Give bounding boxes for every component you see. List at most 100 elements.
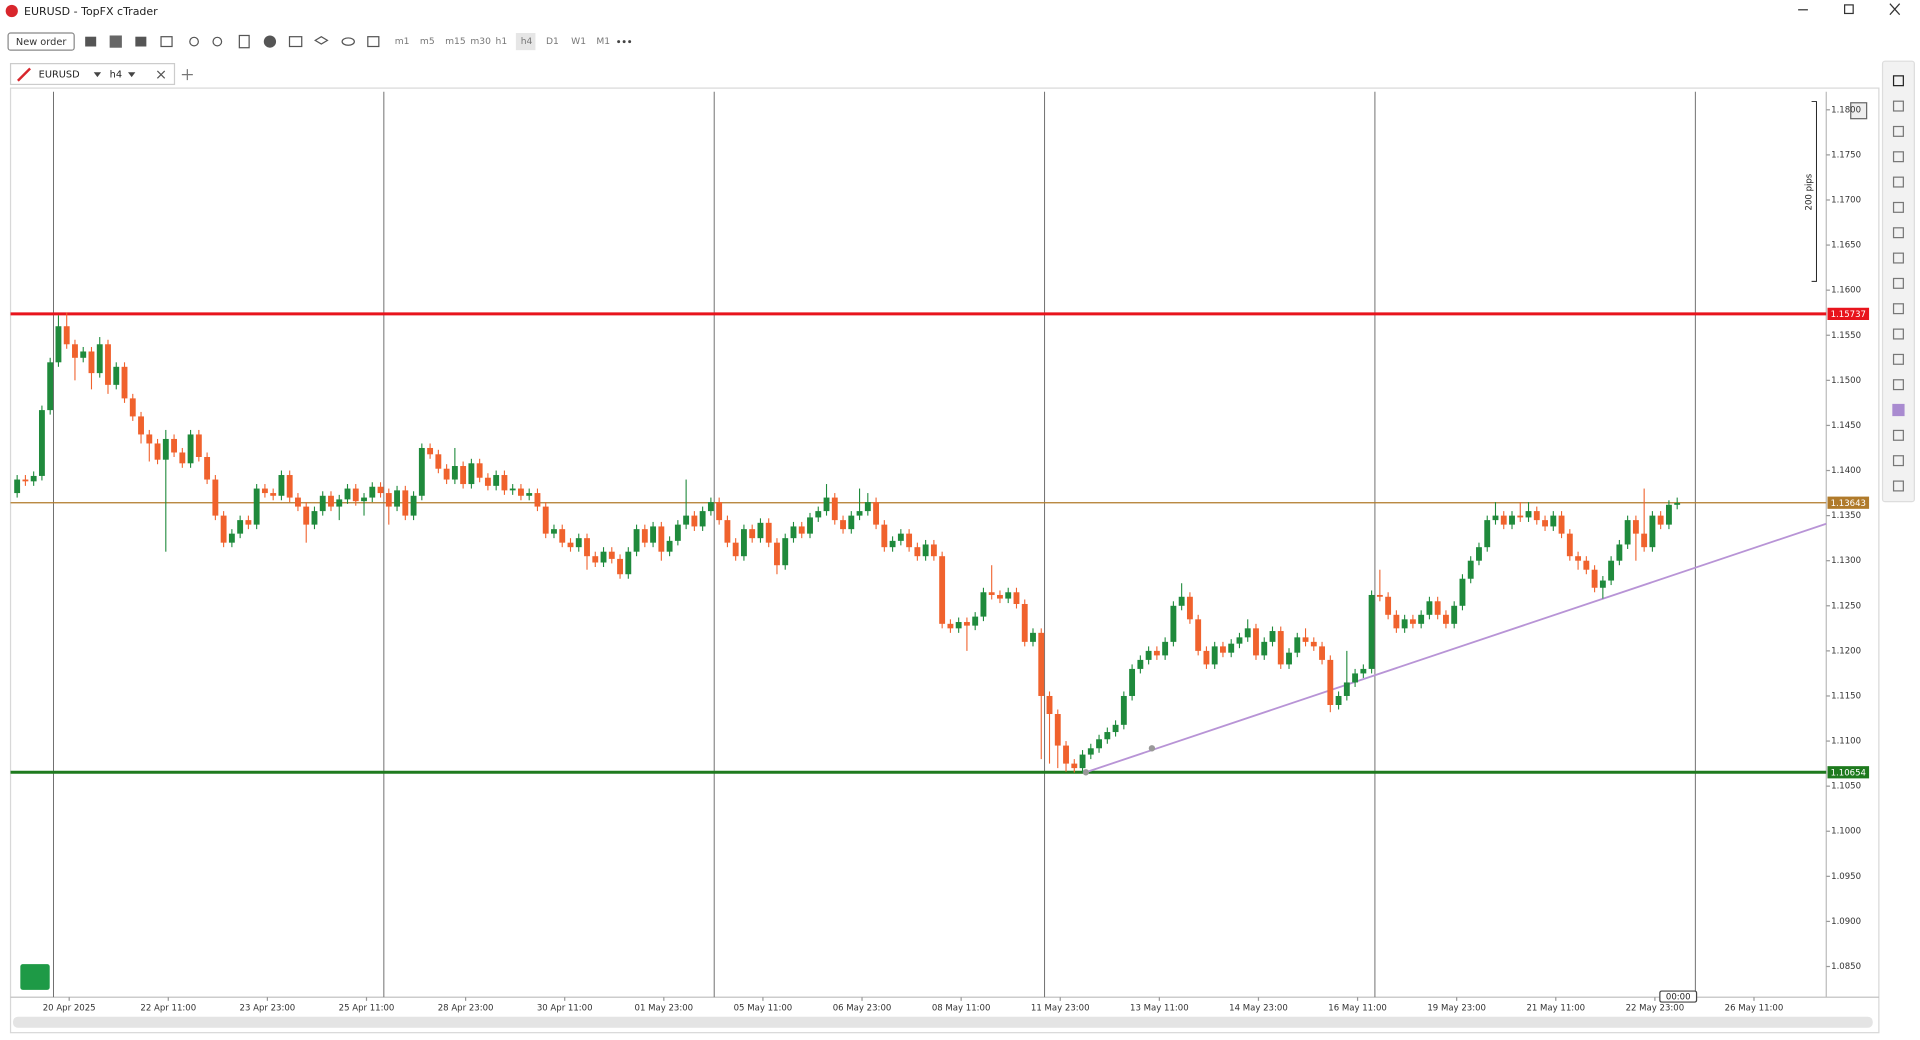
candle-clock-box: [1659, 990, 1698, 1003]
x-tick-label: 19 May 23:00: [1427, 1004, 1486, 1014]
zoom-out-icon[interactable]: [212, 36, 223, 47]
timeframe-button[interactable]: W1: [571, 36, 586, 47]
timeframe-button[interactable]: m15: [445, 36, 466, 47]
tool-icon[interactable]: [1892, 201, 1904, 213]
candle-body: [468, 463, 475, 485]
candle-body: [542, 506, 549, 534]
timeframe-button[interactable]: h1: [496, 36, 508, 47]
y-tick-label: 1.1150: [1831, 691, 1861, 701]
drawing-icon[interactable]: [160, 36, 173, 48]
more-dot[interactable]: [622, 40, 626, 44]
tab-close[interactable]: [156, 70, 166, 79]
indicator-icon[interactable]: [263, 35, 277, 48]
view-icon[interactable]: [341, 37, 355, 46]
tool-icon[interactable]: [1892, 277, 1904, 289]
template-icon[interactable]: [367, 36, 380, 48]
candle-body: [856, 511, 863, 516]
candle-body: [1550, 515, 1557, 527]
tool-icon[interactable]: [1892, 151, 1904, 163]
tool-icon[interactable]: [1892, 429, 1904, 441]
active-timeframe[interactable]: [515, 33, 536, 51]
candle-body: [1558, 515, 1565, 534]
candle-body: [1657, 515, 1664, 525]
tool-icon[interactable]: [1892, 176, 1904, 188]
candle-body: [1492, 515, 1499, 521]
candle-body: [757, 522, 764, 539]
candle-body: [972, 616, 979, 626]
timeframe-button[interactable]: m1: [395, 36, 410, 47]
candle-body: [650, 526, 657, 543]
candle-body: [451, 466, 458, 480]
candle-body: [1310, 641, 1317, 647]
candle-body: [1517, 515, 1524, 518]
timeframe-button[interactable]: m5: [420, 36, 435, 47]
candle-body: [1269, 631, 1276, 642]
tool-icon[interactable]: [1892, 303, 1904, 315]
more-dot[interactable]: [628, 40, 632, 44]
y-tick-label: 1.1600: [1831, 286, 1861, 296]
zoom-in-icon[interactable]: [189, 36, 199, 47]
single-chart-icon[interactable]: [109, 35, 122, 48]
candle-body: [1624, 520, 1631, 545]
candle-body: [402, 490, 409, 516]
candle-body: [96, 344, 103, 374]
color-swatch[interactable]: [1892, 403, 1905, 417]
x-tick-label: 23 Apr 23:00: [240, 1004, 296, 1014]
candle-body: [344, 488, 351, 500]
candle-body: [1484, 520, 1491, 548]
timeframe-button[interactable]: D1: [546, 36, 559, 47]
trendline-handle[interactable]: [1082, 769, 1090, 776]
tool-icon[interactable]: [1892, 328, 1904, 340]
tool-icon[interactable]: [1892, 252, 1904, 264]
candle-body: [724, 520, 731, 543]
scrollbar[interactable]: [12, 1016, 1873, 1028]
candle-body: [1170, 605, 1177, 642]
candle-body: [1096, 739, 1102, 749]
layout-icon[interactable]: [85, 36, 97, 47]
candle-body: [790, 526, 797, 539]
chart-type-icon[interactable]: [238, 34, 250, 49]
candle-body: [633, 529, 640, 552]
timeframe-button[interactable]: M1: [596, 36, 610, 47]
x-tick-label: 11 May 23:00: [1031, 1004, 1090, 1014]
close-button[interactable]: [1889, 3, 1901, 16]
add-tab[interactable]: [181, 69, 193, 81]
more-dot[interactable]: [617, 40, 621, 44]
chart-settings-icon[interactable]: [1850, 102, 1868, 120]
candle-body: [1195, 619, 1202, 651]
candle-body: [1079, 754, 1086, 769]
candle-body: [1443, 614, 1449, 624]
tab-dropdowns[interactable]: [93, 72, 136, 78]
candle-body: [1220, 646, 1226, 653]
candle-body: [666, 540, 673, 552]
tool-icon[interactable]: [1892, 480, 1904, 492]
tool-icon[interactable]: [1892, 125, 1904, 137]
candle-body: [47, 362, 54, 411]
trendline-handle[interactable]: [1148, 745, 1156, 752]
multi-chart-icon[interactable]: [135, 36, 147, 47]
x-tick-label: 22 Apr 11:00: [140, 1004, 196, 1014]
tool-icon[interactable]: [1892, 227, 1904, 239]
level-label-box: [1827, 307, 1870, 320]
tool-icon[interactable]: [1892, 353, 1904, 365]
layers-icon[interactable]: [314, 35, 329, 45]
bottom-widget[interactable]: [20, 964, 50, 990]
bot-icon[interactable]: [288, 36, 303, 48]
candle-body: [732, 542, 739, 557]
candle-body: [220, 515, 227, 543]
chart-tab[interactable]: [9, 63, 176, 86]
candle-body: [1467, 560, 1474, 579]
y-tick-label: 1.1050: [1831, 782, 1861, 792]
tool-icon[interactable]: [1892, 100, 1904, 112]
tool-icon[interactable]: [1892, 455, 1904, 467]
candle-body: [1013, 592, 1020, 604]
level-label: 1.13643: [1831, 499, 1866, 509]
candle-body: [641, 529, 648, 543]
restore-button[interactable]: [1844, 4, 1854, 15]
timeframe-button[interactable]: h4: [521, 36, 533, 47]
tool-icon[interactable]: [1892, 75, 1904, 87]
candle-body: [154, 443, 161, 460]
tool-icon[interactable]: [1892, 379, 1904, 391]
new-order-button[interactable]: [7, 32, 75, 51]
timeframe-button[interactable]: m30: [470, 36, 491, 47]
